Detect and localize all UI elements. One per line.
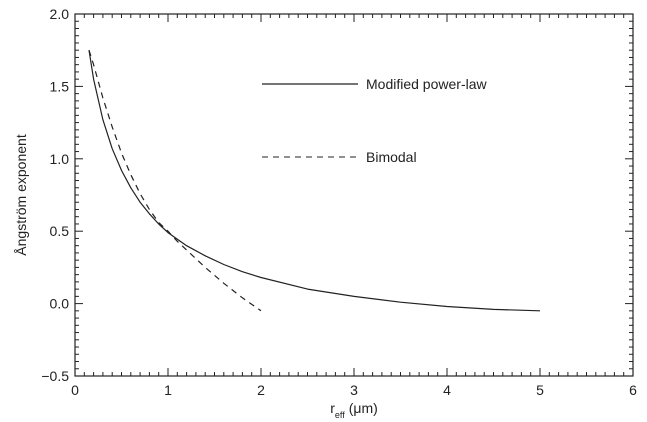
y-tick-label: −0.5: [41, 368, 69, 384]
x-tick-label: 6: [629, 382, 637, 398]
series-line-bimodal: [88, 50, 262, 312]
series-line-modified-power-law: [88, 50, 541, 312]
legend-label-bimodal: Bimodal: [366, 149, 417, 165]
x-axis-title-subscript: eff: [335, 410, 345, 420]
minor-ticks: [75, 14, 633, 376]
x-tick-label: 0: [71, 382, 79, 398]
y-tick-label: 1.0: [50, 151, 70, 167]
y-tick-label: 0.0: [50, 296, 70, 312]
x-axis-title: reff (μm): [330, 400, 378, 420]
legend: Modified power-law Bimodal: [262, 76, 487, 165]
series-lines: [88, 50, 541, 312]
major-ticks: [74, 13, 634, 377]
x-tick-label: 1: [164, 382, 172, 398]
y-tick-label: 1.5: [50, 78, 70, 94]
y-tick-label: 0.5: [50, 223, 70, 239]
y-tick-labels: −0.5 0.0 0.5 1.0 1.5 2.0: [41, 6, 69, 384]
x-tick-labels: 0 1 2 3 4 5 6: [71, 382, 637, 398]
legend-label-modified-power-law: Modified power-law: [366, 76, 487, 92]
plot-frame: [74, 13, 634, 377]
x-tick-label: 2: [257, 382, 265, 398]
x-tick-label: 5: [536, 382, 544, 398]
y-axis-title: Ångström exponent: [13, 134, 29, 256]
y-tick-label: 2.0: [50, 6, 70, 22]
x-axis-title-main: r: [330, 400, 335, 416]
x-tick-label: 3: [350, 382, 358, 398]
x-tick-label: 4: [443, 382, 451, 398]
x-axis-title-unit: (μm): [349, 400, 378, 416]
